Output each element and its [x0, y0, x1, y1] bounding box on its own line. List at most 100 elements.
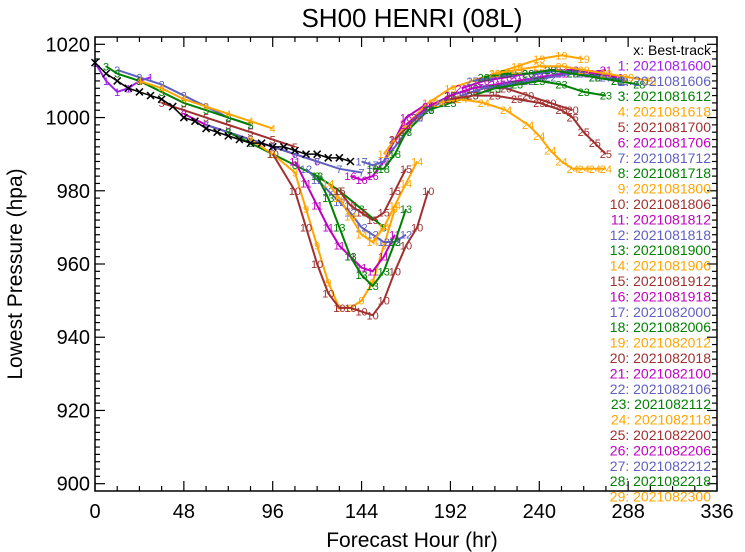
- series-point-label: 13: [333, 222, 345, 234]
- plot-frame: [94, 36, 718, 492]
- x-axis: 0 48 96 144 192 240 288 336: [89, 37, 734, 523]
- series-point-label: 20: [566, 105, 578, 117]
- series-point-label: 13: [389, 237, 401, 249]
- series-point-label: 19: [444, 83, 456, 95]
- series-point-label: 10: [422, 186, 434, 198]
- series-point-label: 4: [159, 83, 165, 95]
- series-point-label: 24: [566, 164, 578, 176]
- series-point-label: 10: [311, 259, 323, 271]
- legend-entry: 22: 2021082106: [610, 381, 711, 397]
- x-tick-label: 48: [173, 501, 195, 523]
- series-point-label: 14: [400, 178, 412, 190]
- series-point-label: 29: [533, 61, 545, 73]
- best-track-point: [190, 117, 199, 126]
- series-point-label: 3: [225, 113, 231, 125]
- series-point-label: 19: [422, 98, 434, 110]
- series-point-label: 25: [600, 149, 612, 161]
- legend-entry: 24: 2021082118: [611, 412, 711, 428]
- series-point-label: 28: [589, 72, 601, 84]
- best-track-point: [202, 124, 211, 133]
- series-point-label: 14: [355, 230, 367, 242]
- series-point-label: 15: [389, 186, 401, 198]
- series-point-label: 2: [136, 72, 142, 84]
- series-point-label: 4: [270, 124, 276, 136]
- series-point-label: 29: [644, 76, 656, 88]
- series-point-label: 19: [578, 54, 590, 66]
- legend-entry: 11: 2021081812: [611, 211, 711, 227]
- legend-entry: 18: 2021082006: [610, 319, 711, 335]
- legend-entry: 5: 2021081700: [618, 119, 712, 135]
- best-track-point: [113, 76, 122, 85]
- series-point-label: 9: [392, 204, 398, 216]
- series-point-label: 13: [378, 266, 390, 278]
- series-point-label: 11: [323, 222, 334, 234]
- y-axis-label: Lowest Pressure (hpa): [4, 168, 27, 379]
- x-tick-label: 336: [700, 501, 733, 523]
- series-point-label: 24: [522, 120, 534, 132]
- best-track-point: [335, 153, 344, 162]
- legend-entry: 6: 2021081706: [618, 134, 712, 150]
- series-point-label: 9: [381, 241, 387, 253]
- legend-entry: 28: 2021082218: [610, 473, 711, 489]
- series-point-label: 15: [333, 186, 345, 198]
- series-point-label: 5: [181, 105, 187, 117]
- series-point-label: 25: [467, 91, 479, 103]
- series-point-label: 10: [322, 288, 334, 300]
- series-line: [139, 79, 274, 130]
- series-point-label: 11: [334, 241, 345, 253]
- series-point-label: 21: [422, 102, 434, 114]
- series-point-label: 21: [400, 120, 412, 132]
- series-point-label: 13: [367, 281, 379, 293]
- series-point-label: 29: [600, 69, 612, 81]
- y-tick-label: 960: [57, 254, 90, 276]
- series-point-label: 7: [292, 149, 298, 161]
- legend-entry: 2: 2021081606: [618, 73, 712, 89]
- series-point-label: 19: [533, 54, 545, 66]
- y-tick-label: 900: [57, 474, 90, 496]
- series-point-label: 10: [289, 186, 301, 198]
- series-point-label: 23: [533, 76, 545, 88]
- legend-entry: 3: 2021081612: [618, 88, 712, 104]
- x-tick-label: 0: [89, 501, 100, 523]
- x-tick-label: 192: [434, 501, 467, 523]
- series-point-label: 13: [311, 171, 323, 183]
- best-track-point: [313, 150, 322, 159]
- series-point-label: 19: [378, 149, 390, 161]
- series-point-label: 15: [355, 208, 367, 220]
- legend-entry: 1: 2021081600: [618, 57, 712, 73]
- series-point-label: 2: [247, 120, 253, 132]
- series-point-label: 4: [225, 109, 231, 121]
- series-point-label: 24: [544, 146, 556, 158]
- series-point-label: 5: [270, 135, 276, 147]
- best-track-point: [146, 91, 155, 100]
- series-point-label: 4: [136, 76, 142, 88]
- series-point-label: 28: [633, 80, 645, 92]
- series-point-label: 25: [533, 98, 545, 110]
- legend-entry: 15: 2021081912: [610, 273, 711, 289]
- series-line: [105, 65, 251, 126]
- series-line: [249, 138, 396, 309]
- best-track-point: [213, 128, 222, 137]
- series-point-label: 18: [389, 149, 401, 161]
- x-tick-label: 288: [611, 501, 644, 523]
- legend-entry: 8: 2021081718: [618, 165, 712, 181]
- series-point-label: 14: [344, 211, 356, 223]
- series-point-label: 24: [578, 164, 590, 176]
- series-point-label: 25: [511, 94, 523, 106]
- series-layer: 1111112222222333333334444444555555566666…: [92, 50, 657, 322]
- series-point-label: 24: [589, 164, 601, 176]
- series-point-label: 23: [489, 83, 501, 95]
- legend-entry: 10: 2021081806: [610, 196, 711, 212]
- best-track-point: [235, 135, 244, 144]
- series-line: [494, 65, 651, 82]
- series-point-label: 29: [578, 65, 590, 77]
- series-point-label: 28: [611, 76, 623, 88]
- series-point-label: 28: [478, 72, 490, 84]
- best-track-point: [102, 69, 111, 78]
- series-line: [94, 62, 151, 94]
- series-point-label: 10: [389, 266, 401, 278]
- series-point-label: 3: [247, 120, 253, 132]
